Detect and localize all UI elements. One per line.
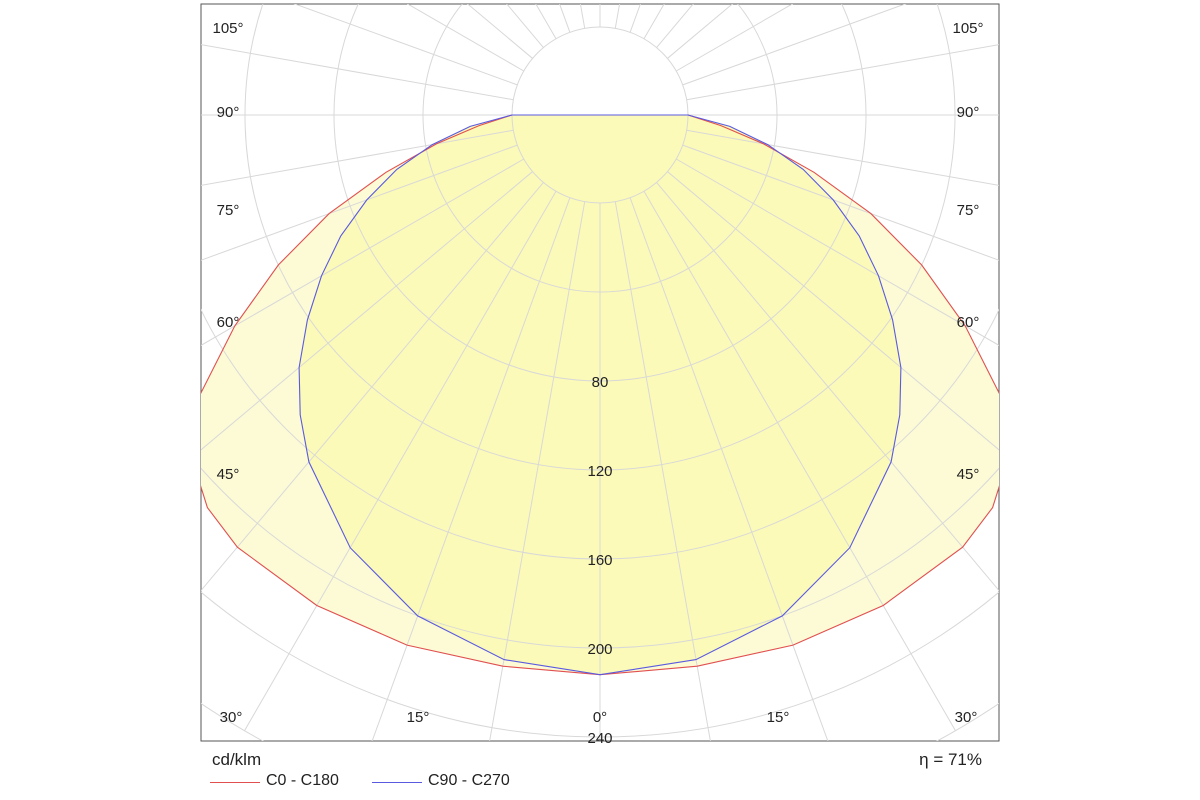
grid-spoke (406, 4, 525, 72)
grid-spoke (686, 129, 999, 186)
angle-label-right: 90° (957, 104, 980, 121)
grid-spoke (201, 182, 544, 592)
angle-label-right: 105° (952, 20, 983, 37)
grid-spoke (614, 201, 711, 741)
grid-spoke (656, 182, 999, 592)
angle-label-left: 75° (217, 202, 240, 219)
angle-label-left: 105° (212, 20, 243, 37)
grid-spoke (201, 158, 525, 346)
radial-tick-label: 240 (587, 730, 612, 747)
legend-label-c0: C0 - C180 (266, 772, 339, 789)
grid-spoke (201, 44, 514, 101)
series-curve-0 (201, 114, 999, 676)
radial-tick-label: 200 (587, 641, 612, 658)
grid-spoke (682, 4, 907, 86)
radial-tick-label: 160 (587, 552, 612, 569)
grid-spoke (675, 4, 794, 72)
grid-spoke (629, 197, 829, 741)
grid-spoke (643, 190, 956, 731)
grid-spoke (201, 144, 518, 261)
grid-spoke (244, 190, 557, 731)
angle-label-left: 45° (217, 466, 240, 483)
legend-swatch-c0 (210, 782, 260, 783)
grid-spoke (675, 158, 999, 346)
angle-label-bottom: 30° (220, 709, 243, 726)
grid-spoke (293, 4, 518, 86)
series-curve-1 (298, 114, 902, 676)
unit-label: cd/klm (212, 750, 262, 769)
grid-spoke (201, 171, 533, 451)
grid-spoke (667, 171, 999, 451)
radial-tick-label: 80 (592, 374, 609, 391)
radial-tick-label: 120 (587, 463, 612, 480)
angle-label-left: 90° (217, 104, 240, 121)
angle-label-right: 45° (957, 466, 980, 483)
grid-spoke (686, 44, 999, 101)
grid-spoke (371, 197, 571, 741)
grid-spoke (682, 144, 999, 261)
angle-label-bottom: 30° (955, 709, 978, 726)
angle-label-bottom: 0° (593, 709, 607, 726)
angle-label-bottom: 15° (767, 709, 790, 726)
grid-spoke (489, 201, 586, 741)
angle-label-right: 75° (957, 202, 980, 219)
angle-label-bottom: 15° (407, 709, 430, 726)
legend-label-c90: C90 - C270 (428, 772, 510, 789)
angle-label-right: 60° (957, 314, 980, 331)
grid-spoke (201, 129, 514, 186)
angle-label-left: 60° (217, 314, 240, 331)
efficiency-label: η = 71% (919, 750, 982, 769)
legend-swatch-c90 (372, 782, 422, 783)
